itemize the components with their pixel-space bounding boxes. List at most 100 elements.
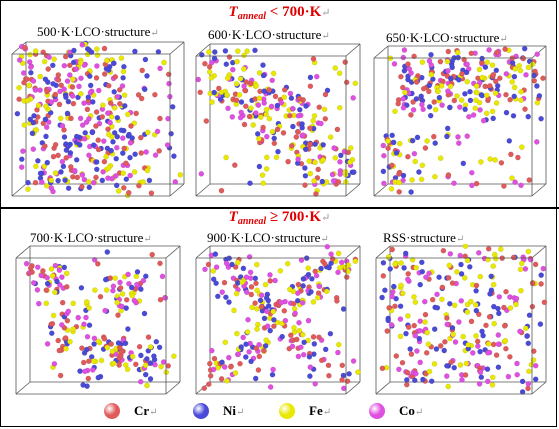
atom <box>101 158 108 165</box>
atom <box>111 130 118 136</box>
atom <box>529 303 536 310</box>
atom <box>538 281 544 287</box>
atom <box>388 322 395 328</box>
atom <box>79 172 86 178</box>
atom <box>144 167 151 174</box>
atom <box>129 135 135 141</box>
atom <box>223 61 230 67</box>
atom <box>379 294 385 301</box>
atom <box>49 320 56 327</box>
cell-edge <box>345 183 361 197</box>
atom <box>105 110 111 116</box>
atom <box>246 349 252 355</box>
atom <box>48 185 55 191</box>
atom <box>483 92 490 99</box>
atom <box>93 109 100 115</box>
atom <box>462 244 469 249</box>
atom <box>335 179 342 185</box>
atom <box>65 308 72 315</box>
atom <box>519 389 526 395</box>
cr-atom-icon <box>104 403 120 419</box>
paragraph-mark: ↵ <box>143 234 152 245</box>
atom <box>70 59 77 66</box>
atom <box>144 73 150 79</box>
atom <box>450 331 456 338</box>
atom <box>422 311 429 318</box>
atom <box>44 159 51 166</box>
atom <box>468 318 475 325</box>
atom <box>145 334 152 340</box>
atom <box>55 152 61 159</box>
atom <box>455 134 461 140</box>
cell-edge <box>15 245 31 259</box>
atom <box>195 76 202 83</box>
atom <box>470 112 477 118</box>
atom <box>73 157 80 163</box>
atom <box>492 90 499 96</box>
atom <box>267 327 273 334</box>
atom <box>417 281 423 288</box>
atom <box>93 75 100 81</box>
atom <box>404 381 410 388</box>
atom <box>541 299 548 306</box>
atom <box>70 300 76 307</box>
atom <box>156 344 163 351</box>
atom <box>449 280 456 286</box>
atom <box>146 177 153 184</box>
atom <box>44 280 51 287</box>
atom <box>243 103 249 109</box>
atom <box>36 300 42 307</box>
atom <box>262 343 269 349</box>
atom <box>132 151 138 157</box>
atom <box>460 333 466 340</box>
atom <box>520 55 527 62</box>
atom <box>393 353 400 359</box>
atom <box>237 114 244 121</box>
atom <box>478 374 485 380</box>
atom <box>486 314 493 320</box>
atom <box>422 319 428 325</box>
atom <box>260 72 267 79</box>
atom <box>294 297 301 304</box>
atom <box>55 177 61 184</box>
atom <box>389 293 395 300</box>
atom <box>468 298 474 305</box>
atom <box>100 102 106 108</box>
atom <box>305 271 312 278</box>
atom <box>508 151 514 158</box>
atom <box>315 294 321 301</box>
atom <box>514 371 520 378</box>
atom <box>235 280 241 286</box>
atom <box>84 333 91 340</box>
atom <box>402 250 409 257</box>
atom <box>81 136 88 142</box>
atom <box>514 360 520 367</box>
atom <box>38 272 45 279</box>
atom <box>244 289 250 295</box>
atom <box>342 168 349 175</box>
atom <box>93 174 99 181</box>
atom <box>52 170 59 176</box>
atom <box>285 158 291 165</box>
atom <box>334 126 341 133</box>
atom <box>322 346 329 353</box>
atom <box>288 332 294 338</box>
atom <box>63 270 70 277</box>
atom <box>125 271 131 278</box>
atom <box>334 298 340 304</box>
atom <box>231 307 237 314</box>
atom <box>112 74 119 80</box>
atom <box>407 346 413 352</box>
atom <box>324 288 330 295</box>
atom <box>63 155 69 161</box>
atom <box>436 274 442 280</box>
atom <box>143 149 149 155</box>
atom <box>253 280 259 287</box>
atom <box>297 106 303 113</box>
atom <box>493 67 500 74</box>
atom <box>82 130 88 136</box>
atom <box>447 300 453 307</box>
cell-edge <box>165 381 181 395</box>
atom <box>413 370 419 377</box>
atom <box>516 62 522 69</box>
